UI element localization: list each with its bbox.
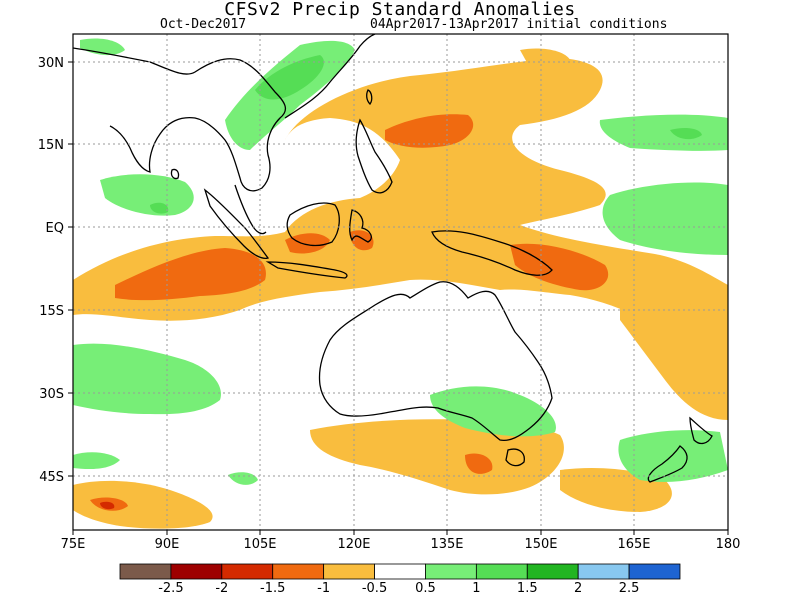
colorbar-label: -0.5 [362,581,387,596]
colorbar-label: -2 [215,581,228,596]
pos-anomaly-region [599,114,728,151]
x-tick-label: 105E [243,537,276,552]
neg-anomaly-core [115,248,266,301]
x-tick-label: 150E [524,537,557,552]
coastlines [73,34,713,483]
colorbar-swatch [323,563,375,580]
philippines [355,118,393,194]
colorbar-swatch [628,563,681,580]
pos-anomaly-core [670,127,702,140]
china-coast [284,34,376,119]
taiwan [366,89,373,105]
colorbar-label: 2.5 [619,581,640,596]
colorbar-swatch [374,563,426,580]
sulawesi [349,209,372,243]
pos-anomaly-region [73,343,221,415]
australia [318,281,553,442]
x-tick-labels: 75E 90E 105E 120E 135E 150E 165E 180 [61,537,741,552]
colorbar-label: 0.5 [415,581,436,596]
colorbar-swatch [425,563,477,580]
colorbar-label: 1.5 [517,581,538,596]
colorbar-swatch [119,563,172,580]
x-tick-label: 75E [61,537,86,552]
neg-anomaly-core [385,114,474,148]
colorbar-swatch [475,563,528,580]
colorbar-label: -1.5 [260,581,285,596]
x-tick-label: 180 [716,537,741,552]
y-tick-label: 30N [38,56,64,71]
y-tick-label: 15S [39,304,64,319]
plot-frame [72,33,729,531]
malay-peninsula [234,184,267,235]
colorbar-swatch [577,563,630,580]
java [265,261,348,279]
y-tick-label: 45S [39,470,64,485]
neg-anomaly-core [350,230,374,251]
tick-marks [68,61,729,535]
neg-anomaly-core [100,501,115,510]
init-label: 04Apr2017-13Apr2017 initial conditions [370,17,668,32]
tasmania [505,448,525,467]
pos-anomaly-region [73,452,120,470]
new-zealand-south [647,445,688,483]
y-tick-label: EQ [46,221,64,236]
x-tick-label: 165E [617,537,650,552]
y-tick-label: 15N [38,138,64,153]
colorbar-swatch [170,563,223,580]
neg-anomaly-core [465,453,493,474]
chart-title: CFSv2 Precip Standard Anomalies [224,0,576,20]
colorbar-label: -2.5 [158,581,183,596]
y-tick-label: 30S [39,387,64,402]
neg-anomaly-core [285,233,330,254]
colorbar-swatch [526,563,579,580]
season-label: Oct-Dec2017 [160,17,247,32]
new-guinea [431,230,553,276]
neg-anomaly-region [520,48,570,72]
pos-anomaly-region [228,472,258,485]
neg-anomaly-region [620,300,728,420]
sri-lanka [170,168,180,180]
neg-anomaly-region [73,480,213,529]
pos-anomaly-core [150,202,169,214]
sumatra [203,188,270,260]
asia-coast [73,47,287,192]
pos-anomaly-region [602,182,728,255]
x-tick-label: 120E [337,537,370,552]
colorbar-swatch [221,563,274,580]
colorbar-swatch [272,563,325,580]
pos-anomaly-region [100,174,194,216]
colorbar: -2.5 -2 -1.5 -1 -0.5 0.5 1 1.5 2 2.5 [119,563,681,596]
y-tick-labels: 30N 15N EQ 15S 30S 45S [38,56,64,485]
colorbar-label: -1 [317,581,330,596]
neg-anomaly-region [310,419,564,495]
colorbar-label: 1 [472,581,480,596]
neg-anomaly-core [510,243,609,291]
x-tick-label: 90E [155,537,180,552]
colorbar-label: 2 [574,581,582,596]
borneo [286,202,340,247]
gridlines [73,34,728,530]
x-tick-label: 135E [430,537,463,552]
pos-anomaly-region [430,386,556,437]
anomaly-field [73,38,728,529]
new-zealand-north [689,416,713,445]
